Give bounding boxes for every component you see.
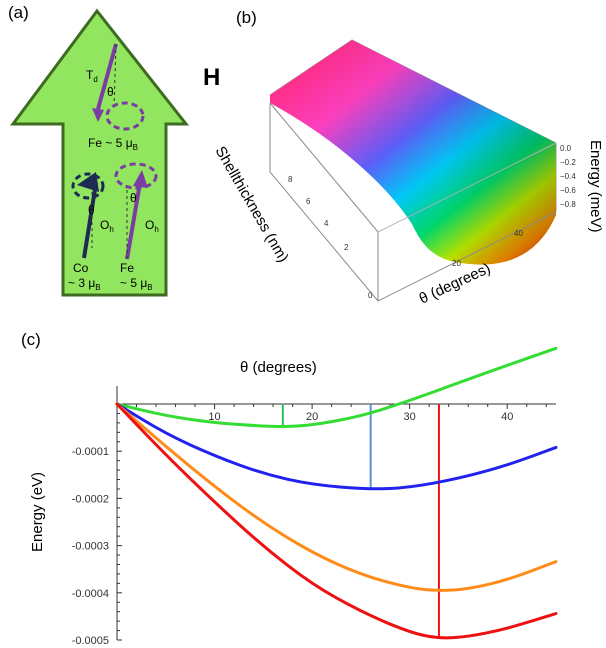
co-precession-ring: [71, 172, 105, 200]
y-tick-3: 2: [344, 243, 349, 252]
x-tick-label: 10: [208, 411, 220, 423]
y-tick-0: 8: [288, 175, 293, 184]
y-tick-label: -0.0005: [72, 635, 109, 647]
surface-plot: [269, 39, 557, 302]
field-arrow-shape: [10, 8, 190, 297]
fe-oh-moment-label: ~ 5 μB: [120, 276, 153, 292]
x-tick-20: 20: [452, 259, 461, 268]
td-label: Td: [86, 68, 98, 84]
co-moment-label: ~ 3 μB: [68, 276, 101, 292]
td-reference-line: [113, 43, 117, 109]
y-tick-4: 0: [368, 291, 373, 300]
z-tick-3: −0.6: [560, 186, 576, 195]
y-tick-label: -0.0002: [72, 493, 109, 505]
surface-shading: [270, 40, 556, 265]
y-tick-2: 4: [324, 219, 329, 228]
z-tick-4: −0.8: [560, 200, 576, 209]
fe-oh-label: Fe: [120, 261, 134, 275]
surface-z-ticks: 0.0 −0.2 −0.4 −0.6 −0.8: [560, 144, 576, 209]
z-tick-0: 0.0: [560, 144, 572, 153]
surface-x-ticks: 20 40: [452, 229, 523, 268]
fe-td-precession-ring: [105, 101, 145, 131]
chart-xlabel: θ (degrees): [240, 359, 317, 376]
co-oh-arrowhead: [77, 172, 99, 192]
x-tick-label: 40: [501, 411, 513, 423]
co-label: Co: [73, 261, 89, 275]
fe-td-arrowhead: [92, 108, 104, 122]
box-side-edge: [377, 142, 557, 233]
panel-a-label: (a): [8, 3, 29, 22]
fe-oh-moment-arrow: [125, 182, 142, 260]
chart-series: [115, 346, 558, 640]
oh-left-label: Oh: [100, 218, 114, 234]
energy-axis-label-3d: Energy (meV): [587, 140, 604, 233]
box-front-top-edge: [269, 102, 379, 233]
y-tick-1: 6: [306, 197, 311, 206]
panel-b-label: (b): [236, 8, 257, 27]
field-h-label: H: [203, 64, 220, 91]
series-line-3: [115, 402, 558, 640]
theta-fe-oh-label: θ: [130, 191, 137, 205]
surface-y-ticks: 8 6 4 2 0: [288, 175, 373, 300]
chart-minimum-markers: [281, 404, 440, 639]
x-tick-label: 30: [404, 411, 416, 423]
y-tick-label: -0.0004: [72, 588, 109, 600]
x-tick-label: 20: [306, 411, 318, 423]
fe-td-moment-arrow: [96, 43, 118, 110]
chart-ylabel: Energy (eV): [29, 472, 46, 552]
theta-co-label: θ: [88, 203, 95, 217]
chart-axes: 10 20 30 40 -0.0001 -0.0002 -0.0003 -0.0004 -0.0…: [72, 386, 556, 647]
box-front-edges: [269, 103, 557, 302]
y-tick-label: -0.0001: [72, 446, 109, 458]
series-line-0: [115, 346, 558, 428]
fe-td-moment-label: Fe ~ 5 μB: [88, 136, 138, 152]
fe-oh-precession-ring: [114, 162, 158, 190]
fe-oh-arrowhead: [133, 170, 148, 188]
series-line-1: [115, 402, 558, 491]
panel-c-label: (c): [21, 330, 41, 349]
oh-right-label: Oh: [145, 218, 159, 234]
z-tick-2: −0.4: [560, 172, 576, 181]
x-tick-40: 40: [514, 229, 523, 238]
theta-td-label: θ: [107, 85, 114, 99]
series-line-2: [115, 402, 558, 592]
z-tick-1: −0.2: [560, 158, 576, 167]
y-tick-label: -0.0003: [72, 541, 109, 553]
shellthickness-axis-label: Shellthickness (nm): [212, 144, 292, 266]
